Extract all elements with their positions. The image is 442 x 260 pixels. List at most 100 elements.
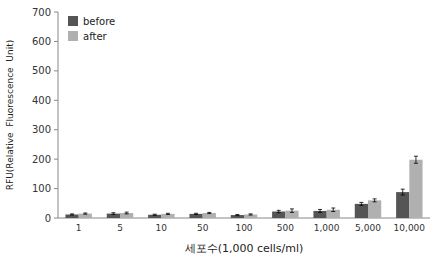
legend-label: after xyxy=(83,31,108,42)
error-bar xyxy=(125,212,129,214)
error-cap xyxy=(401,195,405,196)
error-cap xyxy=(277,210,281,211)
error-bar xyxy=(277,210,281,212)
bar xyxy=(272,212,285,218)
bar xyxy=(368,200,381,218)
error-cap xyxy=(83,214,87,215)
x-tick-label: 100 xyxy=(235,223,252,233)
y-axis-line xyxy=(58,12,59,218)
error-cap xyxy=(125,213,129,214)
y-tick-label: 300 xyxy=(32,124,51,135)
y-tick xyxy=(54,218,58,219)
y-tick-label: 500 xyxy=(32,65,51,76)
error-cap xyxy=(290,208,294,209)
y-tick-label: 400 xyxy=(32,95,51,106)
x-tick-label: 10 xyxy=(156,223,168,233)
error-cap xyxy=(414,156,418,157)
x-axis: 1510501005001,0005,00010,000 xyxy=(76,223,426,233)
legend: beforeafter xyxy=(68,16,115,42)
x-tick-label: 5,000 xyxy=(355,223,381,233)
error-cap xyxy=(331,211,335,212)
legend-swatch xyxy=(68,16,78,26)
error-cap xyxy=(70,215,74,216)
y-tick xyxy=(54,129,58,130)
error-cap xyxy=(207,213,211,214)
error-line xyxy=(333,208,334,212)
error-cap xyxy=(331,207,335,208)
error-cap xyxy=(111,212,115,213)
error-cap xyxy=(373,201,377,202)
error-cap xyxy=(318,209,322,210)
error-cap xyxy=(166,213,170,214)
x-tick-label: 5 xyxy=(117,223,123,233)
series-0 xyxy=(65,189,409,218)
x-axis-label: 세포수(1,000 cells/ml) xyxy=(185,242,304,255)
error-cap xyxy=(277,212,281,213)
error-line xyxy=(415,156,416,163)
error-cap xyxy=(125,212,129,213)
error-cap xyxy=(166,214,170,215)
error-line xyxy=(291,209,292,213)
error-cap xyxy=(249,215,253,216)
x-tick-label: 1,000 xyxy=(314,223,340,233)
bar xyxy=(189,214,202,218)
bar xyxy=(120,213,133,218)
error-cap xyxy=(414,163,418,164)
error-bar xyxy=(331,208,335,212)
error-bar xyxy=(166,213,170,214)
bar xyxy=(79,214,92,218)
x-tick-label: 50 xyxy=(197,223,209,233)
error-cap xyxy=(194,213,198,214)
bar xyxy=(161,214,174,218)
y-tick-label: 600 xyxy=(32,36,51,47)
y-tick-label: 200 xyxy=(32,154,51,165)
y-tick xyxy=(54,12,58,13)
error-bar xyxy=(414,156,418,163)
bar xyxy=(231,215,244,218)
bar xyxy=(244,214,257,218)
bar xyxy=(409,160,422,218)
error-cap xyxy=(359,205,363,206)
error-line xyxy=(374,199,375,202)
bar xyxy=(396,192,409,218)
y-tick-label: 0 xyxy=(45,213,51,224)
error-cap xyxy=(373,198,377,199)
plot-area xyxy=(65,156,422,218)
y-tick xyxy=(54,100,58,101)
x-tick-label: 10,000 xyxy=(394,223,426,233)
error-bar xyxy=(111,213,115,215)
y-tick xyxy=(54,188,58,189)
error-cap xyxy=(153,214,157,215)
error-cap xyxy=(249,213,253,214)
error-bar xyxy=(235,214,239,215)
error-line xyxy=(402,189,403,195)
error-bar xyxy=(318,209,322,212)
error-cap xyxy=(235,215,239,216)
error-cap xyxy=(401,189,405,190)
y-axis-label: RFU(Relative Fluorescence Unit) xyxy=(5,40,15,190)
bar xyxy=(148,215,161,218)
error-cap xyxy=(207,212,211,213)
error-line xyxy=(320,209,321,212)
error-bar xyxy=(70,214,74,215)
bar xyxy=(65,214,78,218)
y-tick-label: 700 xyxy=(32,7,51,18)
error-bar xyxy=(290,209,294,213)
error-bar xyxy=(359,202,363,205)
bar xyxy=(355,204,368,218)
chart: 0 100 200 300 400 500 600 700 1 5 10 50 100 500 1,000 5… xyxy=(0,0,442,260)
error-line xyxy=(361,202,362,205)
y-axis: 0 100 200 300 400 500 600 700 xyxy=(32,7,58,224)
bar xyxy=(107,214,120,218)
error-cap xyxy=(235,214,239,215)
error-cap xyxy=(359,202,363,203)
error-cap xyxy=(111,214,115,215)
error-bar xyxy=(83,213,87,214)
y-tick-label: 100 xyxy=(32,183,51,194)
legend-swatch xyxy=(68,31,78,41)
error-bar xyxy=(249,214,253,215)
error-bar xyxy=(207,212,211,213)
bar xyxy=(203,213,216,218)
series-1 xyxy=(79,156,423,218)
x-tick-label: 1 xyxy=(76,223,82,233)
